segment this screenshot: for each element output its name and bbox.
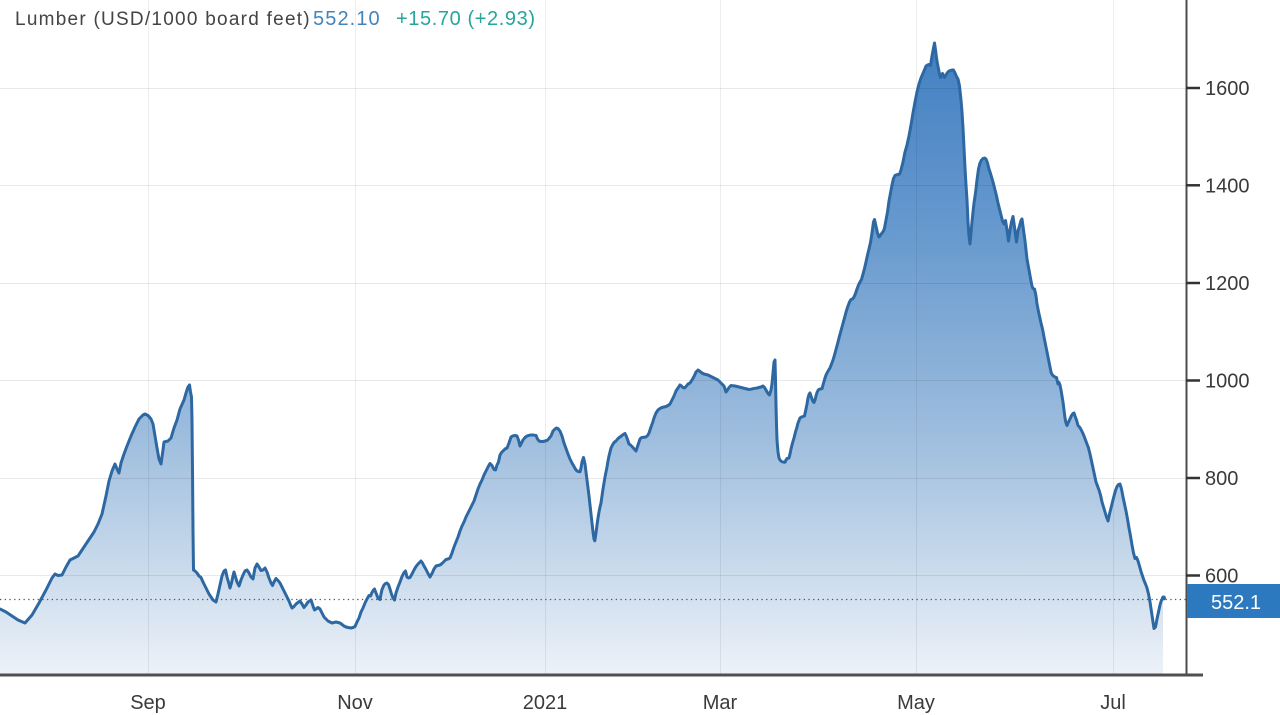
svg-text:Sep: Sep [130,692,166,714]
svg-text:552.1: 552.1 [1211,592,1261,614]
svg-text:1200: 1200 [1205,273,1250,295]
svg-text:1600: 1600 [1205,78,1250,100]
svg-text:600: 600 [1205,566,1238,588]
svg-text:1400: 1400 [1205,176,1250,198]
svg-text:+15.70 (+2.93): +15.70 (+2.93) [396,8,536,30]
svg-text:May: May [897,692,935,714]
svg-text:Mar: Mar [703,692,738,714]
svg-text:2021: 2021 [523,692,568,714]
svg-text:Jul: Jul [1100,692,1126,714]
svg-text:1000: 1000 [1205,371,1250,393]
svg-text:800: 800 [1205,468,1238,490]
svg-text:Nov: Nov [337,692,373,714]
svg-text:552.10: 552.10 [313,8,381,30]
svg-text:Lumber (USD/1000 board feet): Lumber (USD/1000 board feet) [15,9,311,30]
